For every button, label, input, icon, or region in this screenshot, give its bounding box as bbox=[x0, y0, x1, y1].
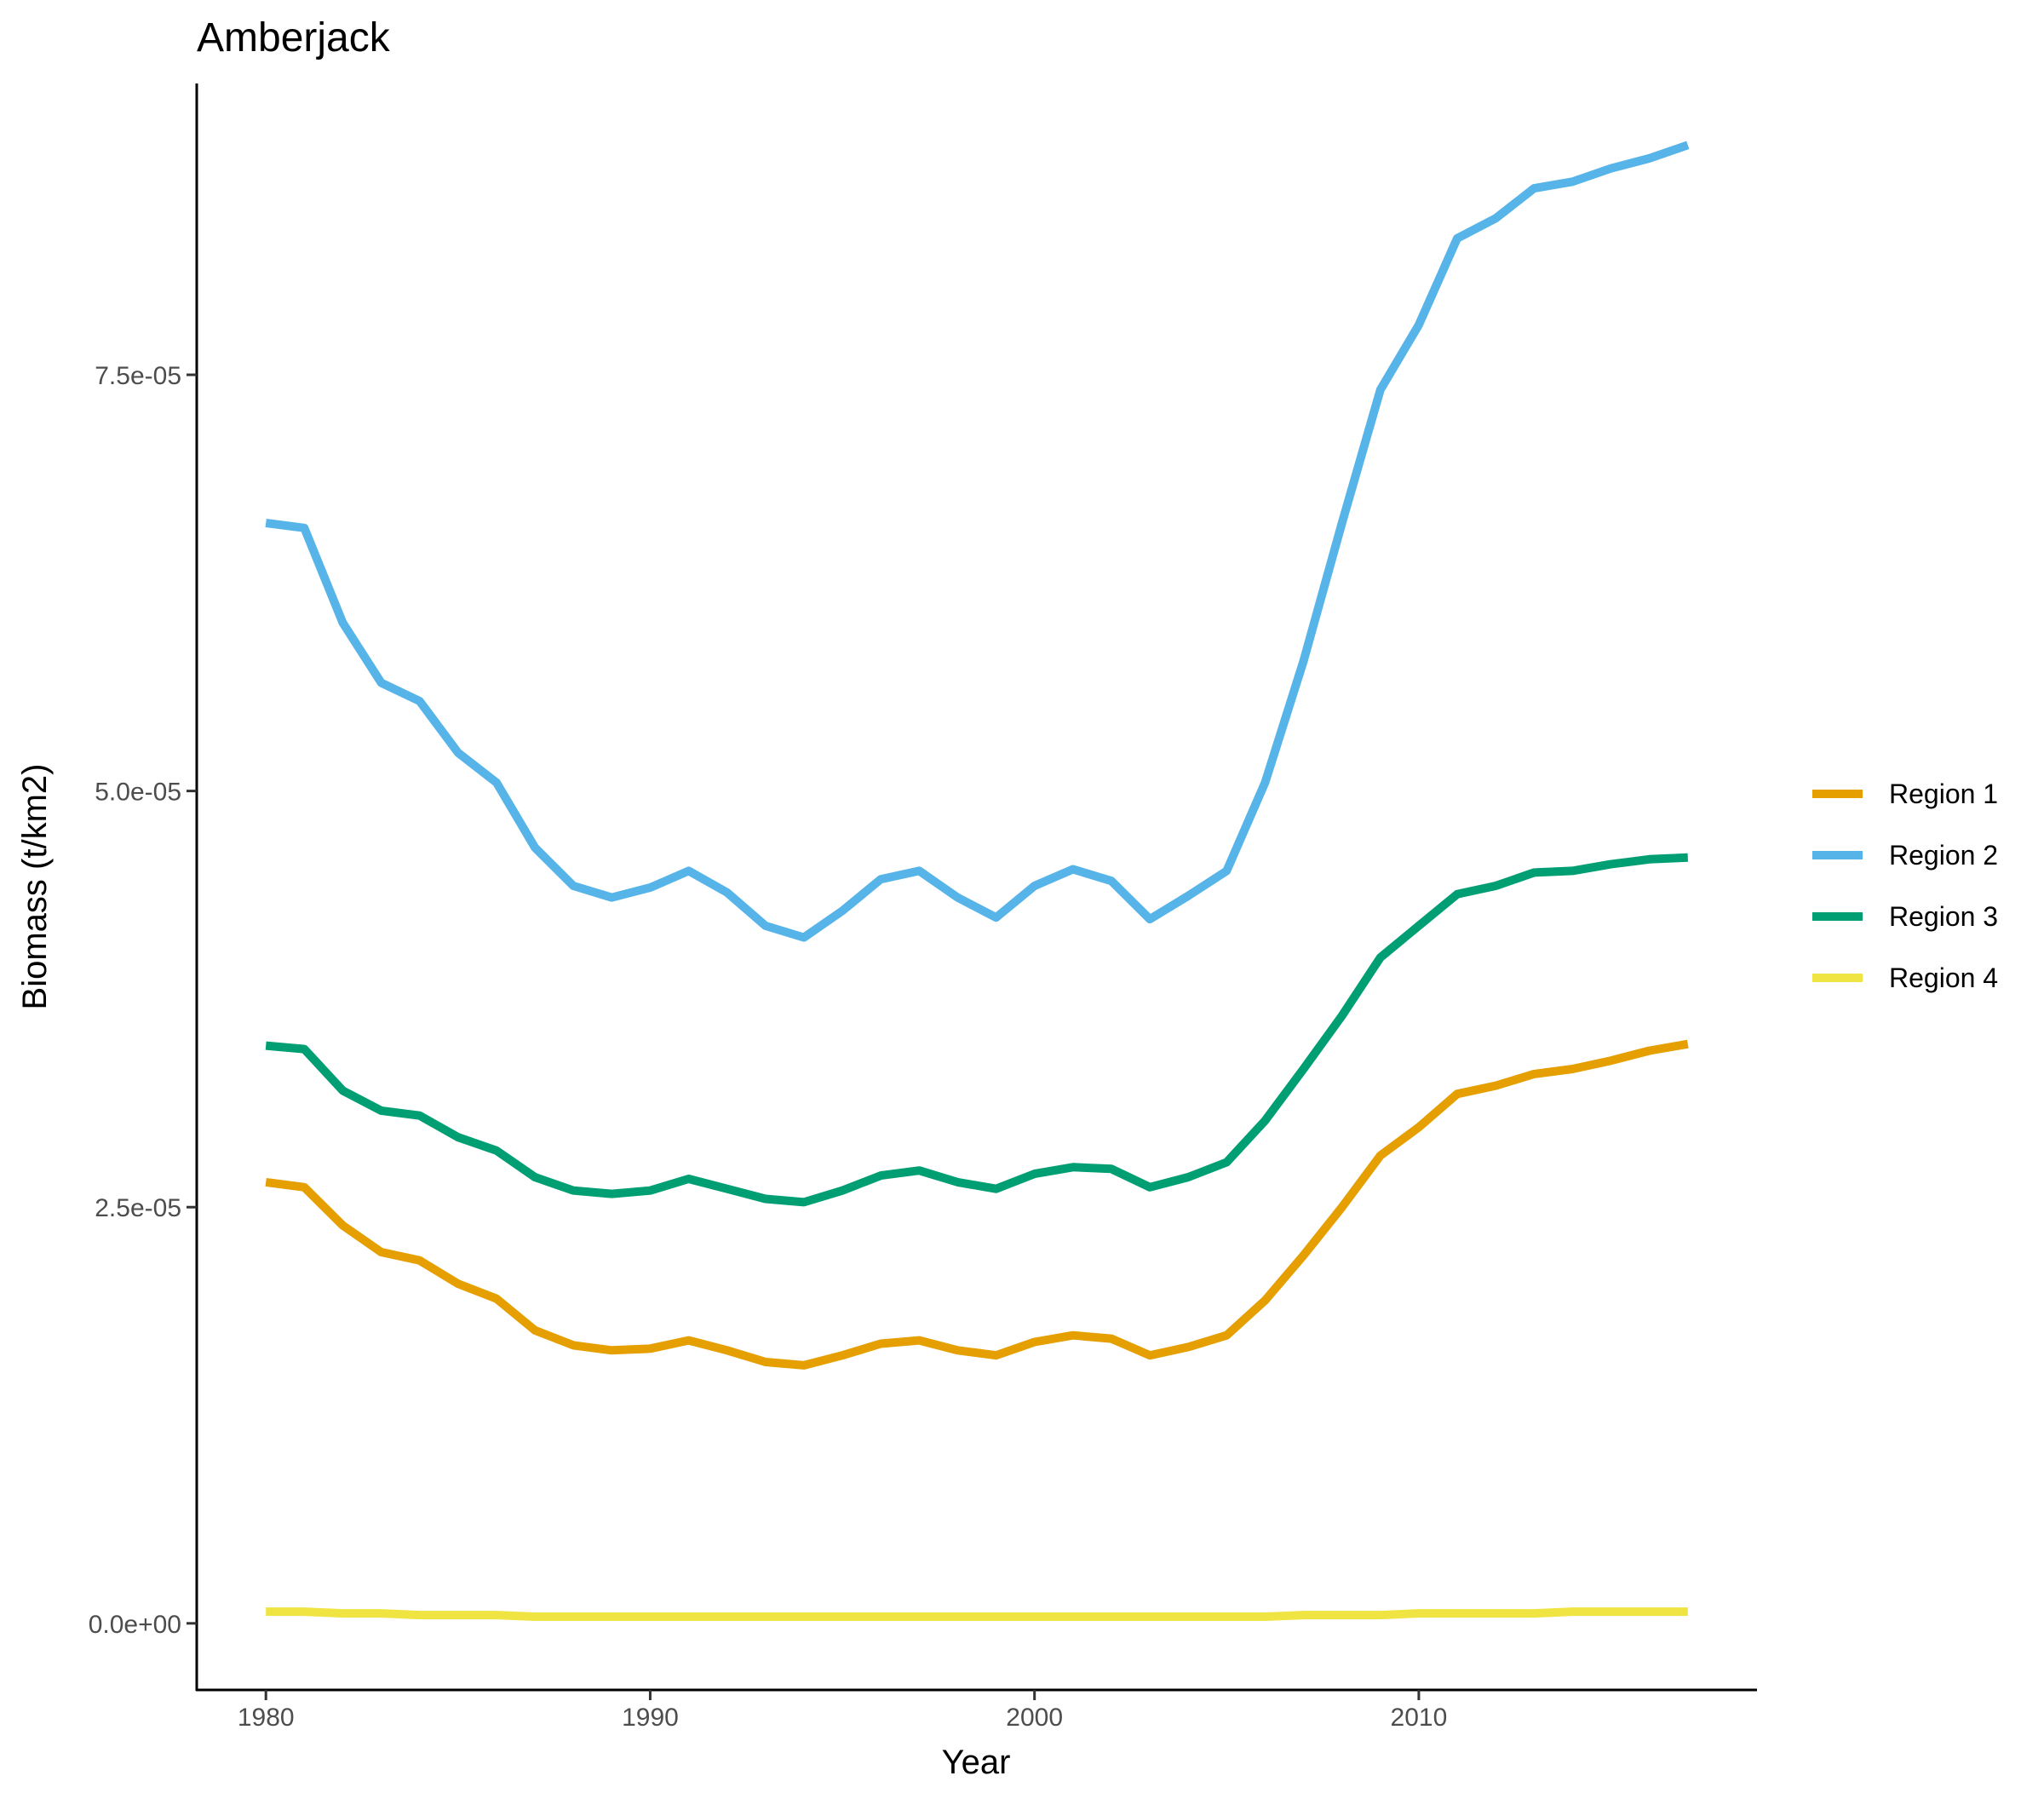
legend-label-region-4: Region 4 bbox=[1889, 963, 1998, 993]
x-tick-label: 1980 bbox=[238, 1704, 295, 1732]
series-line-region-4 bbox=[266, 1607, 1688, 1621]
x-tick-label: 2010 bbox=[1391, 1704, 1448, 1732]
series-line-region-2 bbox=[265, 141, 1690, 942]
legend-label-region-1: Region 1 bbox=[1889, 779, 1998, 809]
x-tick-label: 2000 bbox=[1006, 1704, 1063, 1732]
legend-label-region-2: Region 2 bbox=[1889, 840, 1998, 871]
y-tick-label: 7.5e-05 bbox=[95, 362, 181, 390]
x-axis-title: Year bbox=[942, 1744, 1011, 1781]
x-tick-label: 1990 bbox=[622, 1704, 679, 1732]
y-axis-title: Biomass (t/km2) bbox=[16, 764, 54, 1010]
series-line-region-1 bbox=[265, 1039, 1689, 1370]
x-axis-ticks: 1980 1990 2000 2010 bbox=[238, 1690, 1447, 1732]
series-line-region-3 bbox=[265, 853, 1689, 1207]
y-tick-label: 2.5e-05 bbox=[95, 1194, 181, 1222]
legend: Region 1 Region 2 Region 3 Region 4 bbox=[1812, 779, 1998, 993]
y-axis-ticks: 0.0e+00 2.5e-05 5.0e-05 7.5e-05 bbox=[89, 362, 197, 1639]
y-tick-label: 0.0e+00 bbox=[89, 1611, 181, 1639]
chart-title: Amberjack bbox=[197, 15, 391, 60]
y-tick-label: 5.0e-05 bbox=[95, 779, 181, 807]
legend-label-region-3: Region 3 bbox=[1889, 901, 1998, 932]
plot-area bbox=[265, 141, 1690, 1621]
